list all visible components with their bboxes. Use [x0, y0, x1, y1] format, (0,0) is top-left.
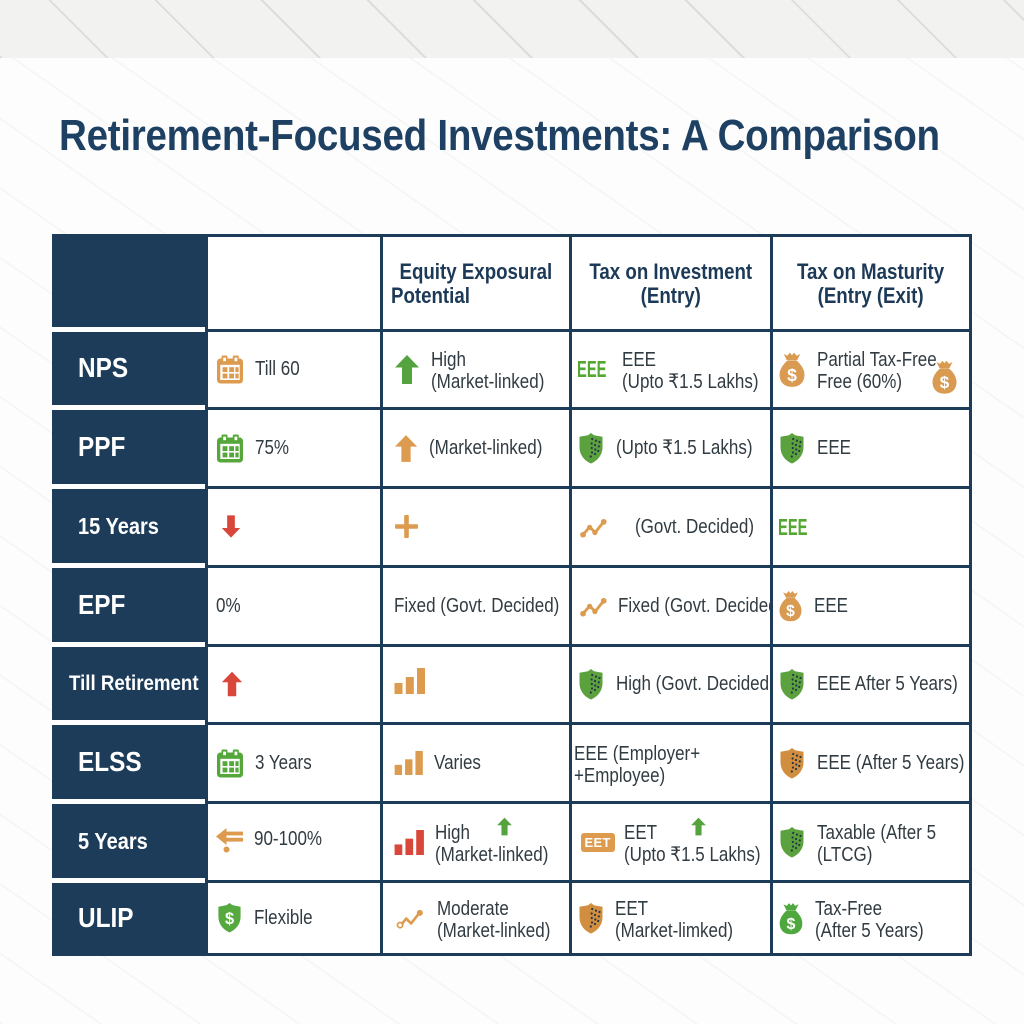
- svg-text:$: $: [224, 910, 233, 928]
